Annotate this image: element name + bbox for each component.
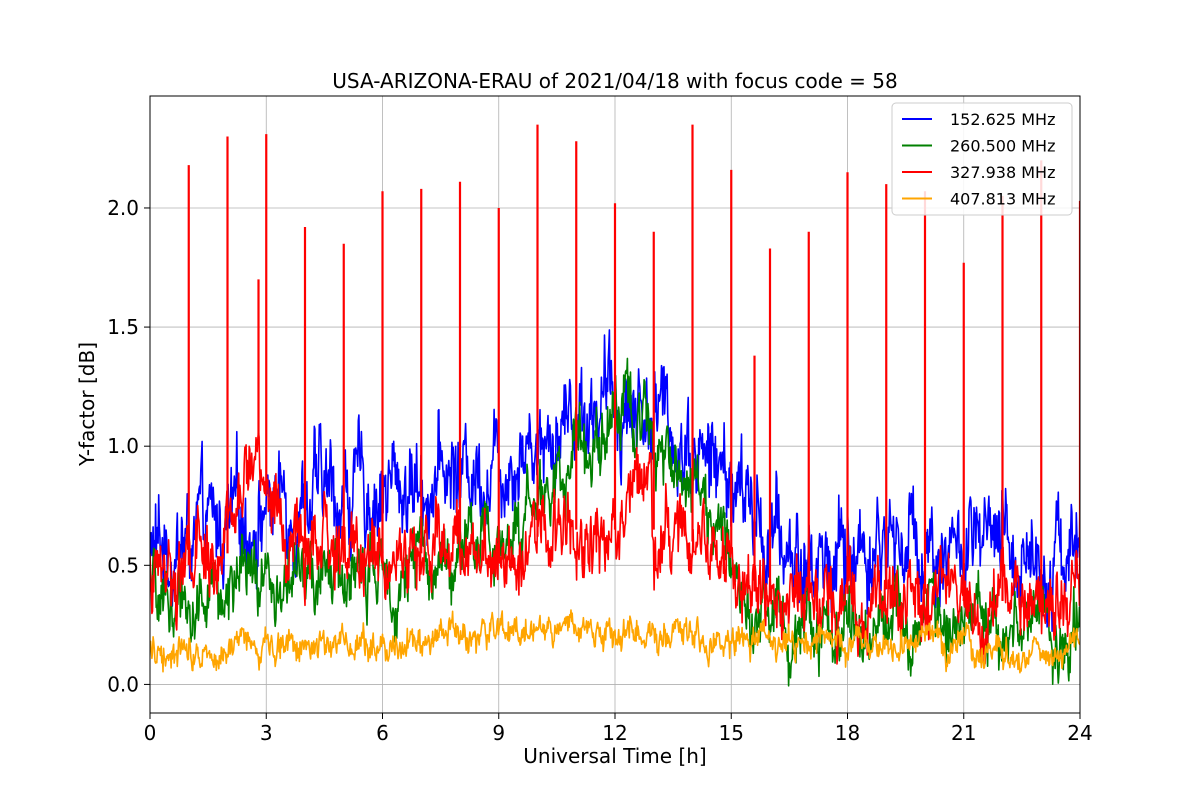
x-tick-label: 6 — [376, 721, 389, 745]
series-line-407813 — [150, 609, 1080, 674]
x-tick-label: 24 — [1067, 721, 1092, 745]
legend: 152.625 MHz 260.500 MHz 327.938 MHz 407.813… — [891, 102, 1073, 216]
legend-label: 327.938 MHz — [950, 163, 1055, 182]
y-tick-label: 2.0 — [107, 196, 139, 220]
y-axis: 0.0 0.5 1.0 1.5 2.0 — [107, 196, 150, 696]
x-tick-label: 21 — [951, 721, 976, 745]
y-tick-label: 1.0 — [107, 434, 139, 458]
y-axis-label: Y-factor [dB] — [75, 342, 99, 467]
x-tick-label: 9 — [492, 721, 505, 745]
y-tick-label: 0.0 — [107, 672, 139, 696]
series-layer — [150, 124, 1080, 687]
x-tick-label: 15 — [719, 721, 744, 745]
legend-box — [891, 102, 1073, 216]
legend-label: 260.500 MHz — [950, 137, 1055, 156]
x-axis: 0 3 6 9 12 15 18 21 24 — [144, 713, 1093, 745]
legend-label: 152.625 MHz — [950, 110, 1055, 129]
x-tick-label: 0 — [144, 721, 157, 745]
legend-label: 407.813 MHz — [950, 190, 1055, 209]
x-tick-label: 3 — [260, 721, 273, 745]
y-tick-label: 1.5 — [107, 315, 139, 339]
chart-title: USA-ARIZONA-ERAU of 2021/04/18 with focu… — [332, 69, 897, 93]
x-axis-label: Universal Time [h] — [523, 744, 706, 768]
x-tick-label: 12 — [602, 721, 627, 745]
y-tick-label: 0.5 — [107, 553, 139, 577]
x-tick-label: 18 — [835, 721, 860, 745]
